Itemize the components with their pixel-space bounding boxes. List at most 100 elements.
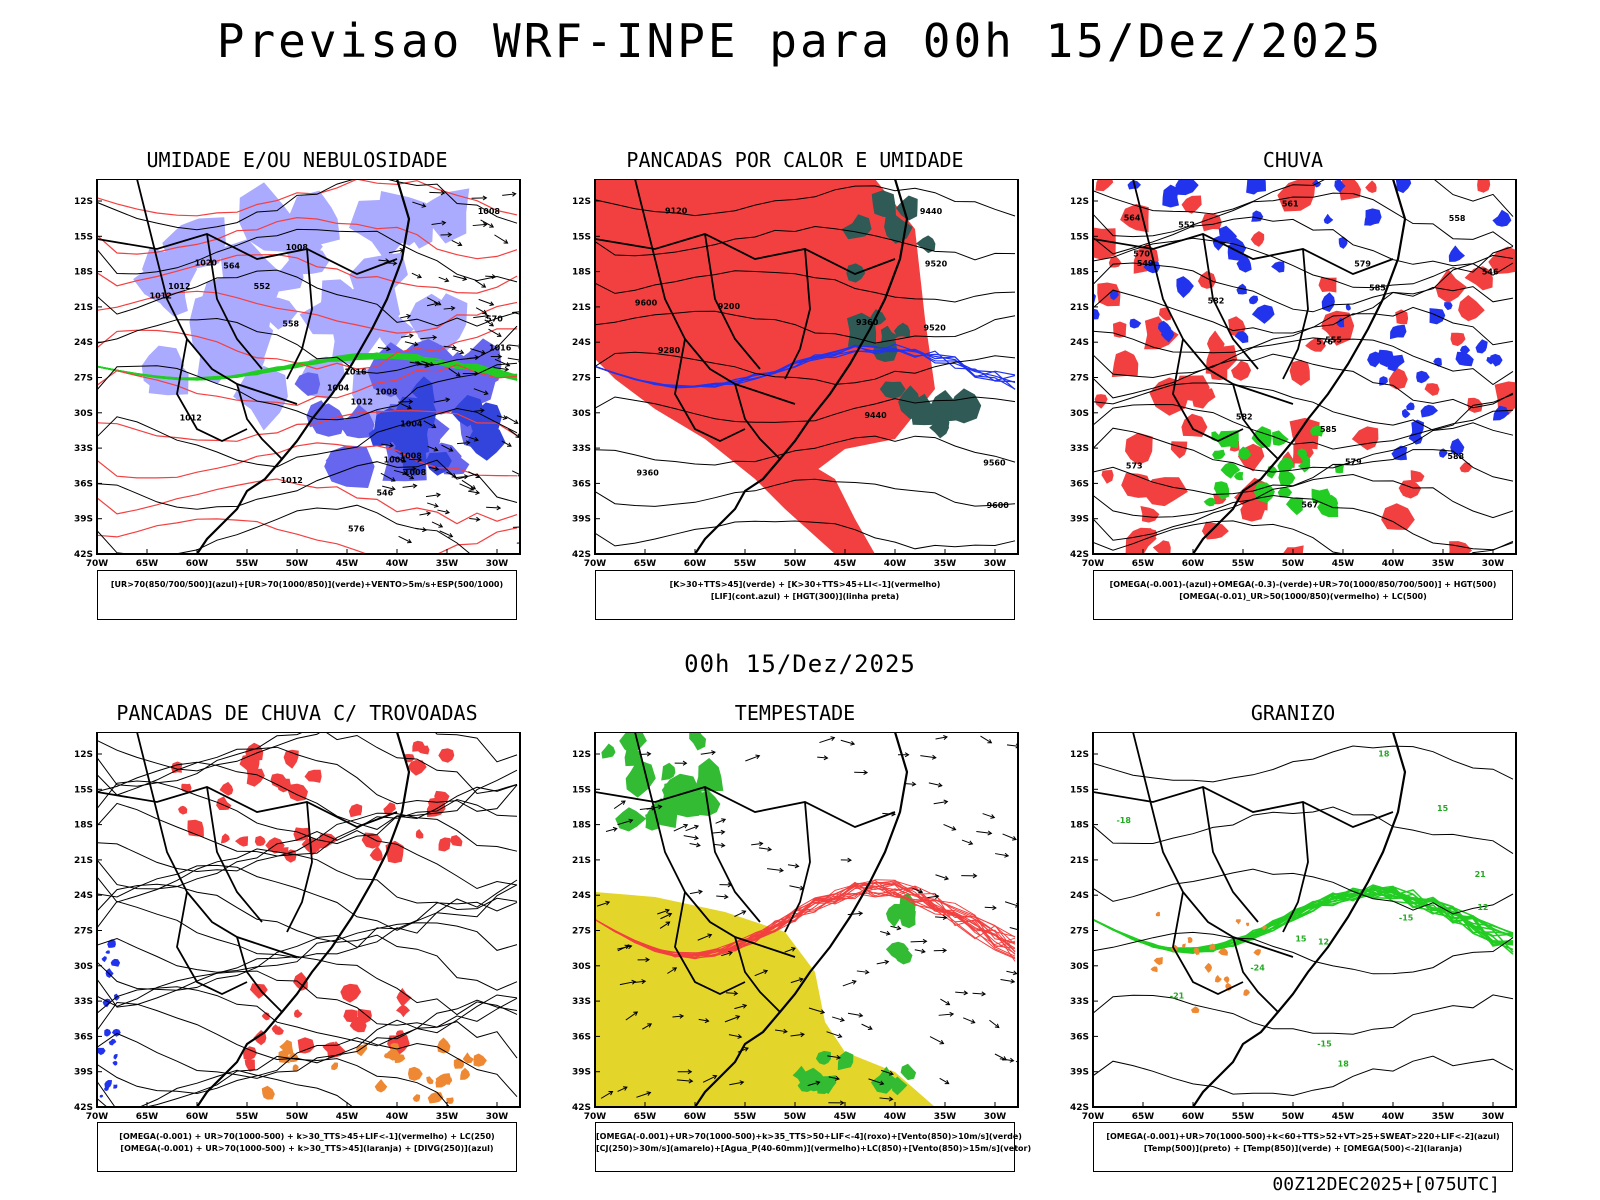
contour-label: 585 bbox=[1320, 425, 1337, 434]
contour-label: 1020 bbox=[195, 259, 218, 268]
lat-tick-label: 30S bbox=[74, 409, 93, 419]
contour-label: 1012 bbox=[281, 476, 303, 485]
wind-vector bbox=[466, 355, 480, 361]
contour-label: 1016 bbox=[489, 343, 512, 352]
map-chuva: 588 585 582 579 576 573 570 567 564 561 558 555 552 5… bbox=[1070, 179, 1517, 569]
rain-area-green bbox=[1301, 455, 1311, 464]
lon-tick-label: 65W bbox=[1132, 559, 1155, 569]
temp850-contour bbox=[1093, 888, 1514, 952]
country-border bbox=[784, 248, 811, 380]
wind-vector bbox=[751, 841, 764, 847]
lat-tick-label: 30S bbox=[1070, 409, 1089, 419]
lon-tick-label: 35W bbox=[436, 559, 459, 569]
instability-area bbox=[595, 179, 935, 509]
legend-line: [Temp(500)](preto) + [Temp(850)](verde) … bbox=[1143, 1144, 1463, 1153]
contour-label: 564 bbox=[223, 261, 240, 270]
hgt-contour bbox=[595, 351, 1016, 385]
instability-area-green bbox=[880, 325, 899, 343]
humidity-area bbox=[354, 200, 386, 237]
rain-area-green bbox=[1203, 497, 1216, 507]
wind-vector bbox=[713, 842, 726, 848]
lon-tick-label: 45W bbox=[336, 1112, 359, 1122]
lon-tick-label: 50W bbox=[784, 1112, 807, 1122]
hgt500-contour bbox=[1093, 473, 1514, 519]
storm-area bbox=[235, 836, 249, 847]
instability-area-green bbox=[935, 414, 950, 430]
rain-area-green bbox=[1251, 426, 1272, 449]
wind-vector bbox=[605, 826, 618, 832]
map-frame bbox=[96, 179, 521, 555]
hgt500-contour bbox=[1093, 179, 1514, 217]
thickness-contour bbox=[97, 364, 518, 407]
wind-vector bbox=[501, 440, 512, 447]
divergence-area bbox=[113, 1084, 118, 1089]
divergence-area bbox=[99, 1094, 104, 1098]
lat-tick-label: 42S bbox=[1070, 550, 1089, 560]
wind-vector bbox=[840, 739, 856, 746]
temp850-contour bbox=[1093, 884, 1514, 952]
lon-tick-label: 70W bbox=[86, 559, 109, 569]
storm-area-orange bbox=[460, 1067, 471, 1080]
wind-vector bbox=[840, 857, 852, 863]
wind-vector bbox=[790, 977, 804, 984]
wind-vector bbox=[726, 990, 739, 996]
storm-area-orange bbox=[435, 1073, 452, 1085]
omega-area bbox=[1209, 943, 1215, 950]
country-border bbox=[1202, 233, 1259, 370]
rain-area bbox=[1228, 316, 1246, 337]
water-contour bbox=[595, 886, 1016, 959]
wind-vector bbox=[955, 990, 969, 996]
wind-vector bbox=[876, 959, 890, 965]
wind-vector bbox=[429, 190, 446, 196]
rain-area-blue bbox=[1336, 317, 1345, 328]
wind-vector bbox=[465, 435, 479, 442]
lat-tick-label: 30S bbox=[74, 962, 93, 972]
legend-line: [LIF](cont.azul) + [HGT(300)](linha pret… bbox=[710, 592, 900, 601]
storm-area bbox=[361, 832, 383, 849]
country-border bbox=[674, 891, 746, 995]
hgt500-contour bbox=[1093, 192, 1514, 247]
country-border bbox=[634, 732, 796, 958]
lat-tick-label: 33S bbox=[74, 444, 93, 454]
rain-area bbox=[1450, 332, 1466, 347]
lat-tick-label: 21S bbox=[74, 856, 93, 866]
lat-tick-label: 24S bbox=[74, 338, 93, 348]
lon-tick-label: 60W bbox=[684, 1112, 707, 1122]
humidity-area bbox=[319, 279, 359, 324]
wind-vector bbox=[999, 1057, 1015, 1063]
wind-vector bbox=[928, 782, 943, 788]
storm-area bbox=[369, 846, 383, 862]
storm-area bbox=[244, 1059, 256, 1072]
storm-area bbox=[416, 745, 430, 755]
legend-line: [OMEGA(-0.001) + UR>70(1000-500) + k>30_… bbox=[120, 1144, 494, 1153]
temp500-contour bbox=[1093, 745, 1514, 783]
divergence-area bbox=[97, 1047, 106, 1056]
map-frame bbox=[1092, 732, 1517, 1108]
wind-vector bbox=[461, 479, 477, 490]
lon-tick-label: 30W bbox=[486, 559, 509, 569]
streamline bbox=[97, 922, 518, 973]
streamline bbox=[97, 864, 518, 931]
lat-tick-label: 39S bbox=[74, 1068, 93, 1078]
rain-area-blue bbox=[1387, 354, 1405, 372]
divergence-area bbox=[112, 1061, 118, 1066]
rain-area-blue bbox=[1448, 245, 1465, 262]
wind-vector bbox=[391, 455, 407, 463]
wind-vector bbox=[787, 863, 800, 869]
wind-vector bbox=[734, 1003, 748, 1010]
contour-label: 570 bbox=[486, 315, 503, 324]
lon-tick-label: 30W bbox=[984, 1112, 1007, 1122]
omega-area bbox=[1243, 989, 1250, 996]
wind-vector bbox=[826, 1031, 843, 1039]
wind-vector bbox=[716, 894, 729, 900]
storm-area bbox=[322, 1041, 335, 1054]
hgt500-contour bbox=[1093, 353, 1514, 409]
lat-tick-label: 33S bbox=[572, 444, 591, 454]
wind-vector bbox=[729, 1080, 745, 1086]
rain-area-blue bbox=[1251, 304, 1275, 324]
legend-line: [CJ(250)>30m/s](amarelo)+[Agua_P(40-60mm… bbox=[596, 1144, 1032, 1153]
lon-tick-label: 70W bbox=[584, 1112, 607, 1122]
contour-label: 582 bbox=[1236, 412, 1253, 421]
rain-area-blue bbox=[1175, 179, 1199, 196]
pressure-contour bbox=[97, 179, 518, 231]
